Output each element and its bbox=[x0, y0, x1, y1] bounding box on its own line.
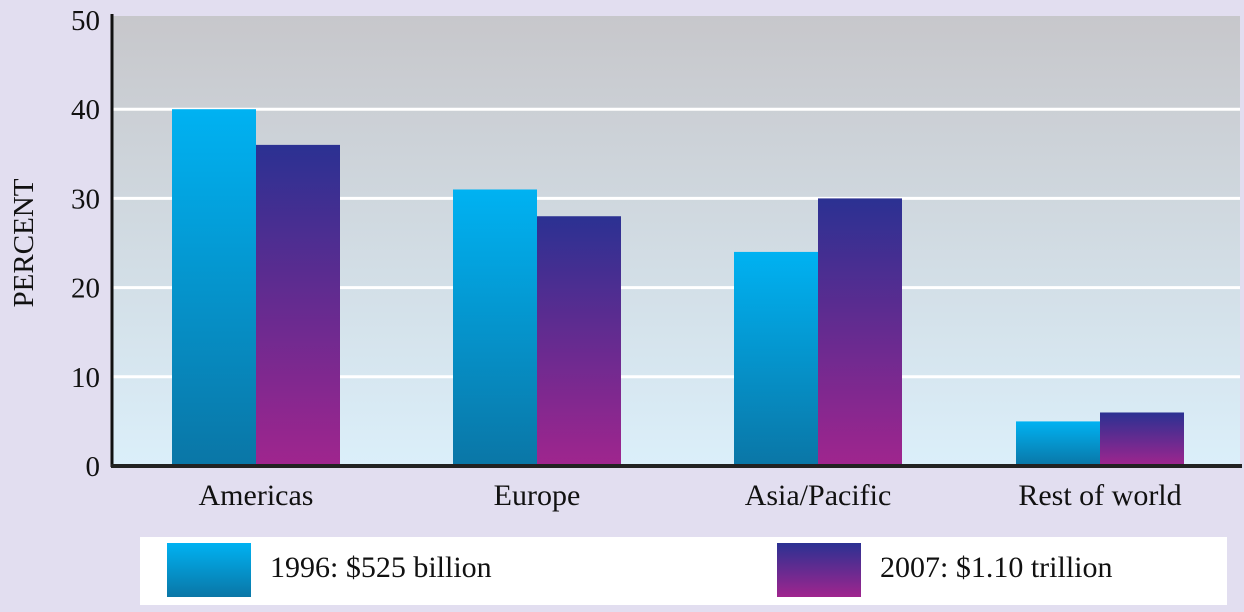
y-tick-label: 40 bbox=[71, 94, 100, 126]
y-tick-label: 20 bbox=[71, 273, 100, 305]
bar-1996 bbox=[1016, 421, 1100, 466]
y-tick-label: 30 bbox=[71, 183, 100, 215]
x-tick-label: Americas bbox=[199, 479, 314, 512]
bar-1996 bbox=[453, 189, 537, 467]
legend: 1996: $525 billion 2007: $1.10 trillion bbox=[140, 537, 1227, 605]
legend-label-2007: 2007: $1.10 trillion bbox=[880, 551, 1113, 584]
y-tick-label: 50 bbox=[71, 5, 100, 37]
x-tick-label: Rest of world bbox=[1018, 479, 1181, 512]
bar-chart: 0 10 20 30 40 50 Americas Europe Asia/Pacific Re… bbox=[8, 5, 1242, 512]
legend-swatch-1996 bbox=[167, 543, 251, 597]
y-axis-label: PERCENT bbox=[8, 178, 40, 307]
bar-2007 bbox=[1100, 412, 1184, 466]
bar-2007 bbox=[537, 216, 621, 466]
legend-label-1996: 1996: $525 billion bbox=[270, 551, 492, 584]
bar-1996 bbox=[172, 109, 256, 466]
x-tick-label: Europe bbox=[494, 479, 581, 512]
legend-swatch-2007 bbox=[777, 543, 861, 597]
y-tick-label: 10 bbox=[71, 362, 100, 394]
x-tick-label: Asia/Pacific bbox=[745, 479, 892, 512]
bar-2007 bbox=[256, 144, 340, 466]
bar-1996 bbox=[734, 251, 818, 466]
bar-2007 bbox=[818, 198, 902, 466]
y-tick-label: 0 bbox=[86, 451, 101, 483]
